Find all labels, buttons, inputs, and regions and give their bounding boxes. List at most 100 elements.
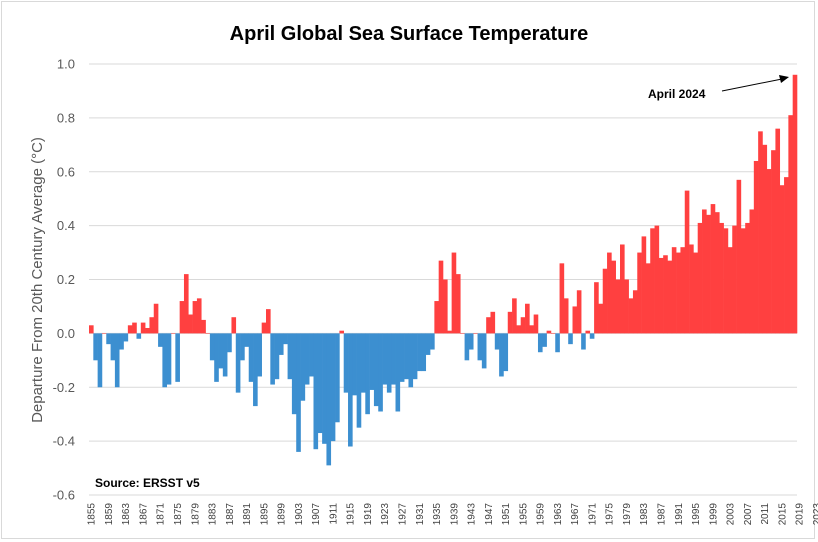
bar-1868: [145, 327, 150, 334]
chart-title: April Global Sea Surface Temperature: [230, 23, 589, 45]
y-tick-label: -0.2: [53, 380, 75, 395]
x-tick-label: 2019: [795, 503, 806, 526]
bar-1896: [266, 309, 271, 334]
bar-1937: [443, 279, 448, 334]
x-tick-label: 1987: [657, 503, 668, 526]
bar-1988: [663, 255, 668, 334]
bar-1991: [676, 252, 681, 334]
bar-1978: [620, 244, 625, 334]
bar-1893: [253, 333, 258, 407]
bar-1920: [369, 333, 375, 390]
annotation-arrow: [721, 78, 783, 92]
bar-1917: [356, 333, 362, 428]
x-tick-label: 1959: [536, 503, 547, 526]
bar-1867: [140, 322, 146, 334]
bar-1965: [563, 298, 569, 334]
bar-1956: [525, 303, 530, 334]
bar-1878: [188, 314, 193, 334]
bar-1915: [348, 333, 353, 447]
bar-1929: [408, 333, 414, 388]
bar-1908: [317, 333, 323, 434]
x-tick-label: 1995: [691, 503, 702, 526]
x-tick-label: 1971: [587, 503, 598, 526]
bar-1984: [645, 263, 651, 334]
bar-1955: [520, 317, 526, 334]
bar-1898: [274, 333, 280, 380]
x-tick-label: 1911: [328, 503, 339, 525]
bar-1862: [119, 333, 124, 350]
bar-2009: [753, 160, 759, 334]
bar-1902: [291, 333, 297, 415]
y-tick-label: 0.6: [57, 164, 75, 179]
bar-1939: [451, 252, 457, 334]
bar-1935: [434, 301, 439, 334]
bar-1882: [205, 333, 211, 334]
annotation-label: April 2024: [648, 87, 706, 101]
bar-1933: [425, 333, 431, 355]
bar-1972: [594, 282, 599, 334]
bar-1886: [222, 333, 228, 377]
x-tick-label: 1939: [449, 503, 460, 526]
x-tick-label: 2011: [760, 503, 771, 525]
x-tick-label: 1895: [259, 503, 270, 526]
y-tick-label: 0.4: [57, 218, 75, 233]
bar-1924: [386, 333, 392, 393]
x-tick-label: 1999: [708, 503, 719, 526]
bar-1885: [218, 333, 224, 369]
bar-1921: [373, 333, 379, 407]
bar-1858: [101, 333, 107, 334]
bar-2007: [745, 222, 750, 334]
bar-2010: [758, 131, 763, 334]
bar-2006: [740, 228, 746, 334]
bar-2003: [727, 247, 733, 334]
bar-1897: [270, 333, 275, 385]
bar-1875: [175, 333, 180, 382]
bar-1941: [460, 333, 465, 334]
bar-1980: [628, 298, 634, 334]
bar-1859: [106, 333, 111, 345]
bar-1961: [546, 330, 552, 334]
bar-1916: [352, 333, 357, 396]
bar-1870: [153, 303, 159, 334]
bar-1946: [481, 333, 487, 369]
x-tick-label: 1919: [363, 503, 374, 526]
bar-1889: [235, 333, 241, 393]
bar-1914: [343, 333, 349, 393]
bar-1996: [697, 222, 703, 334]
bar-2002: [723, 228, 729, 334]
bar-1958: [533, 314, 539, 334]
bar-1874: [171, 333, 176, 334]
x-tick-label: 1983: [639, 503, 650, 526]
bar-1938: [447, 330, 452, 334]
bar-1992: [680, 247, 686, 334]
bar-1940: [455, 274, 461, 334]
bar-1976: [611, 260, 616, 334]
x-tick-label: 1863: [121, 503, 132, 526]
bar-1944: [473, 333, 478, 334]
bar-1951: [503, 333, 509, 372]
bar-1987: [658, 257, 664, 334]
bar-1952: [507, 311, 513, 334]
x-tick-label: 1867: [138, 503, 149, 526]
bar-2013: [771, 150, 776, 334]
bar-1999: [710, 204, 716, 334]
y-tick-label: 0.2: [57, 272, 75, 287]
bar-1930: [412, 333, 418, 380]
bar-1884: [214, 333, 219, 382]
bar-1925: [391, 333, 396, 385]
bar-1969: [581, 333, 586, 350]
x-tick-label: 1931: [415, 503, 426, 526]
bar-1863: [123, 333, 129, 342]
bar-1949: [494, 333, 500, 350]
x-tick-label: 1887: [225, 503, 236, 526]
x-tick-label: 1955: [518, 503, 529, 526]
bar-1981: [632, 290, 638, 334]
bar-1964: [559, 263, 565, 334]
x-axis-ticks: 1855 1859 1863 1867 1871 1875 1879 1883 1887 1891…: [87, 503, 818, 526]
x-tick-label: 1907: [311, 503, 322, 526]
bar-1906: [309, 333, 314, 377]
bar-1963: [555, 333, 560, 353]
x-tick-label: 1991: [674, 503, 685, 526]
bar-2004: [732, 225, 737, 334]
